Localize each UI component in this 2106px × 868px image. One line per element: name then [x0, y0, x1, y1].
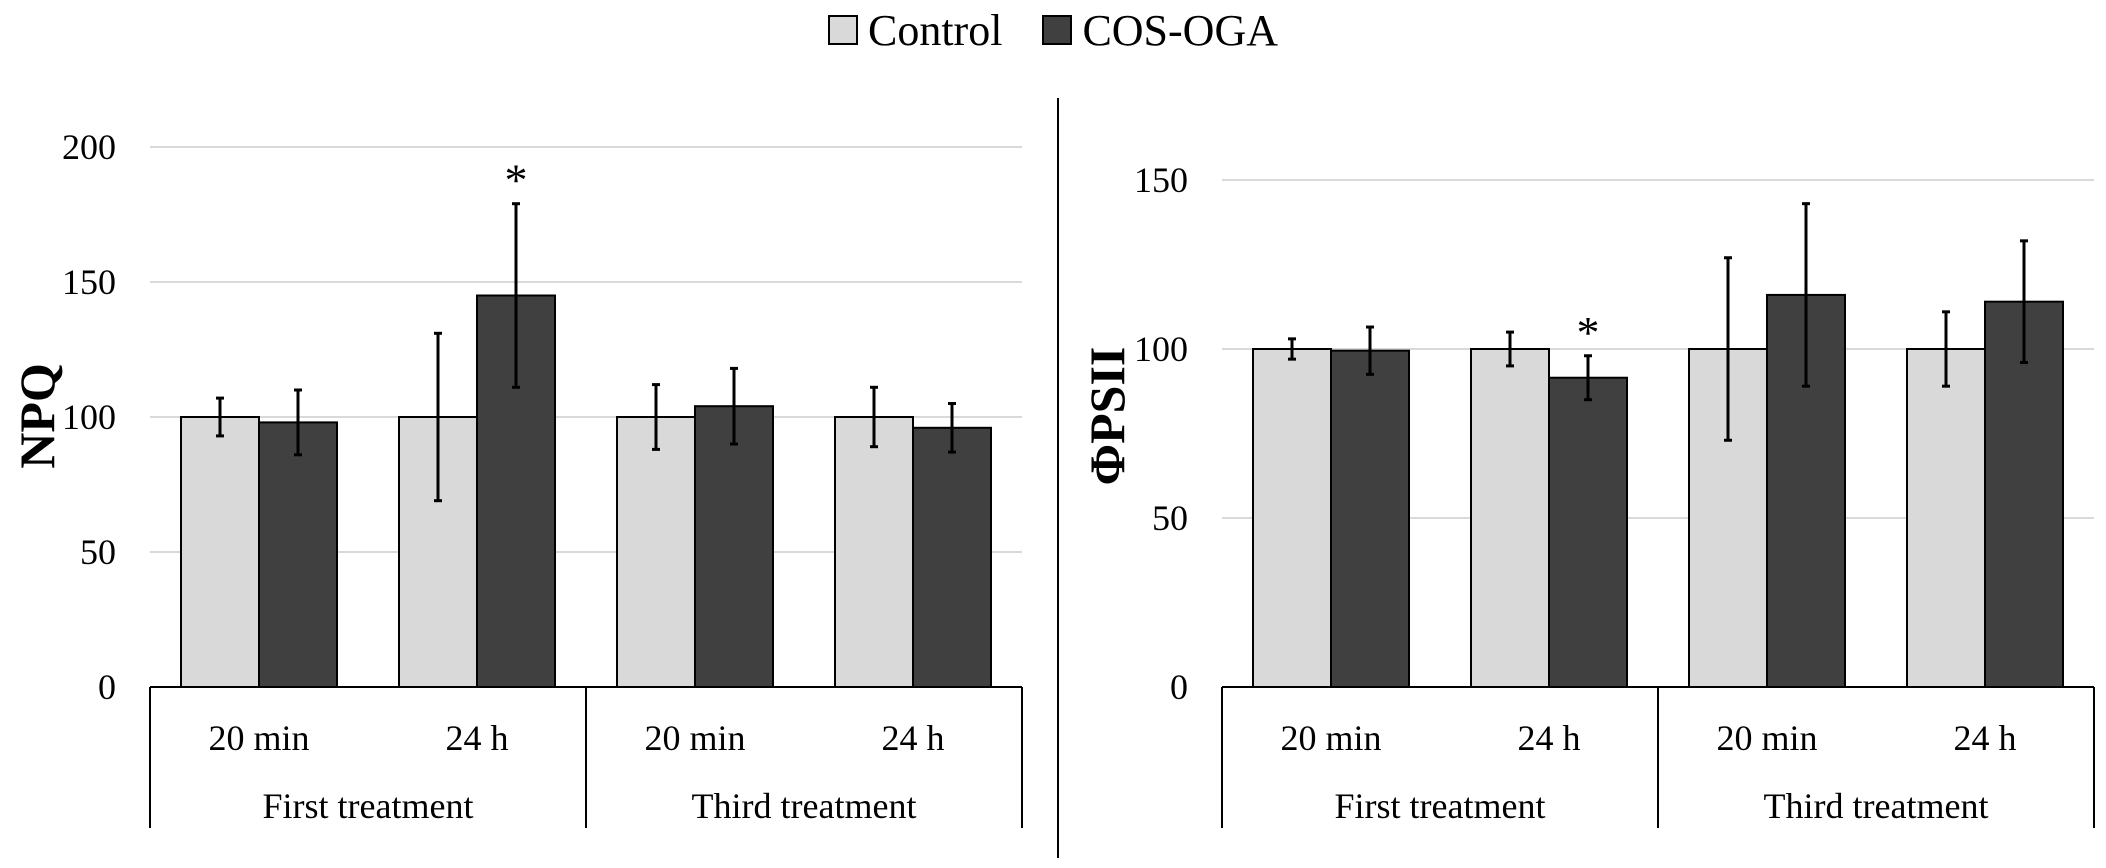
chart2-group-label: First treatment [1335, 786, 1546, 826]
chart2-bar-cos-oga [1548, 376, 1628, 688]
chart2-significance-marker: * [1577, 307, 1600, 358]
chart2-bar-cos-oga [1330, 349, 1410, 688]
chart1-x-tick-label: 24 h [446, 718, 509, 758]
chart2-y-tick-label: 50 [1152, 498, 1188, 538]
chart2-x-tick-label: 24 h [1954, 718, 2017, 758]
chart2-bar-cos-oga [1984, 300, 2064, 688]
chart2-bar-control [1906, 348, 1986, 688]
chart2-y-tick-label: 150 [1134, 160, 1188, 200]
chart2-x-tick-label: 24 h [1518, 718, 1581, 758]
chart1-y-axis-label: NPQ [9, 363, 65, 469]
chart1-bar-cos-oga [258, 421, 338, 688]
chart1-group-label: Third treatment [692, 786, 917, 826]
chart2-bar-control [1252, 348, 1332, 688]
legend-label-control: Control [867, 5, 1003, 55]
chart1-y-tick-label: 100 [62, 397, 116, 437]
chart1-group-label: First treatment [263, 786, 474, 826]
legend-swatch-control [827, 15, 858, 45]
legend: Control COS-OGA [0, 2, 2106, 58]
chart1-bar-control [180, 416, 260, 688]
chart1-bar-control [616, 416, 696, 688]
chart2-bar-control [1470, 348, 1550, 688]
chart1-x-tick-label: 20 min [208, 718, 309, 758]
chart1-x-tick-label: 20 min [644, 718, 745, 758]
chart1-bar-control [834, 416, 914, 688]
legend-label-cos-oga: COS-OGA [1082, 5, 1279, 55]
chart1-bar-cos-oga [694, 405, 774, 688]
chart2-x-tick-label: 20 min [1716, 718, 1817, 758]
chart1-y-tick-label: 200 [62, 127, 116, 167]
legend-item-cos-oga: COS-OGA [1042, 5, 1278, 56]
chart1-significance-marker: * [505, 155, 528, 206]
legend-item-control: Control [827, 5, 1003, 56]
chart2-y-tick-label: 100 [1134, 329, 1188, 369]
chart2-group-label: Third treatment [1764, 786, 1989, 826]
chart1-x-tick-label: 24 h [882, 718, 945, 758]
chart1-bar-cos-oga [912, 426, 992, 688]
chart1-y-tick-label: 50 [80, 532, 116, 572]
chart2-y-tick-label: 0 [1170, 667, 1188, 707]
legend-swatch-cos-oga [1042, 15, 1073, 45]
chart1-y-tick-label: 0 [98, 667, 116, 707]
chart2-x-tick-label: 20 min [1280, 718, 1381, 758]
chart2-y-axis-label: ΦPSII [1079, 347, 1135, 486]
chart1-y-tick-label: 150 [62, 262, 116, 302]
chart1-bar-cos-oga [476, 294, 556, 688]
